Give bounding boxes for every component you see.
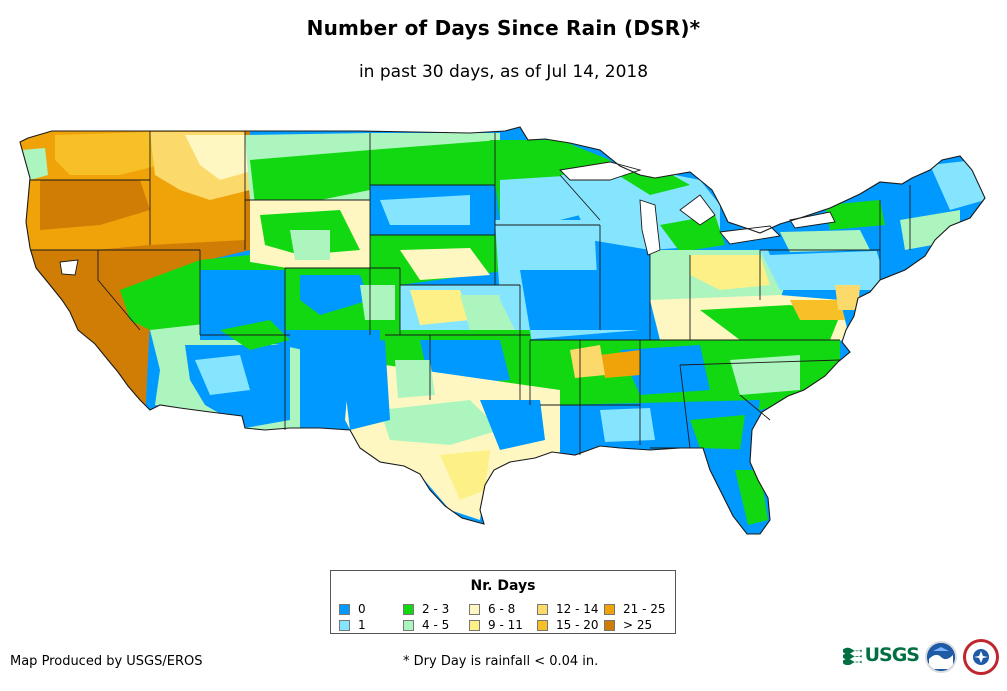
legend-swatch [403, 603, 414, 615]
legend-grid: 0 1 2 - 3 4 - 5 6 - 8 9 - 11 12 - 14 15 - 20 21 … [339, 601, 675, 633]
legend-label: 15 - 20 [556, 618, 599, 632]
legend-label: 2 - 3 [422, 602, 450, 616]
noaa-logo [925, 641, 957, 673]
legend-item: 6 - 8 [469, 601, 537, 617]
map-title: Number of Days Since Rain (DSR)* [306, 16, 701, 40]
usgs-wordmark: USGS [864, 644, 920, 666]
nws-logo [963, 639, 999, 675]
legend-swatch [339, 619, 350, 631]
legend-item: 1 [339, 617, 403, 633]
legend-title: Nr. Days [470, 578, 536, 594]
legend-label: 6 - 8 [488, 602, 516, 616]
noaa-emblem-icon [927, 643, 955, 671]
legend-item: 15 - 20 [537, 617, 604, 633]
legend-label: 4 - 5 [422, 618, 450, 632]
state-borders [30, 131, 911, 455]
great-lakes [59, 161, 836, 276]
legend-swatch [537, 603, 548, 615]
legend-label: 9 - 11 [488, 618, 523, 632]
legend-item: 12 - 14 [537, 601, 604, 617]
legend-label: 1 [358, 618, 366, 632]
legend-label: 12 - 14 [556, 602, 599, 616]
legend-item: 0 [339, 601, 403, 617]
map-credit: Map Produced by USGS/EROS [10, 654, 203, 669]
footnote: * Dry Day is rainfall < 0.04 in. [403, 654, 599, 669]
legend-label: 0 [358, 602, 366, 616]
legend-swatch [537, 619, 548, 631]
legend-item: > 25 [604, 617, 670, 633]
legend-swatch [339, 603, 350, 615]
legend-swatch [469, 619, 480, 631]
nws-emblem-icon [968, 644, 994, 670]
legend-label: 21 - 25 [623, 602, 666, 616]
legend-item: 9 - 11 [469, 617, 537, 633]
legend-item: 2 - 3 [403, 601, 469, 617]
legend-swatch [469, 603, 480, 615]
usgs-wave-icon [843, 645, 862, 665]
legend-label: > 25 [623, 618, 653, 632]
usgs-logo: USGS [843, 642, 920, 668]
legend-swatch [403, 619, 414, 631]
legend-item: 21 - 25 [604, 601, 670, 617]
map-subtitle: in past 30 days, as of Jul 14, 2018 [358, 62, 649, 82]
legend-swatch [604, 619, 615, 631]
legend-item: 4 - 5 [403, 617, 469, 633]
legend: Nr. Days 0 1 2 - 3 4 - 5 6 - 8 9 - 11 12 - 14 1… [330, 570, 676, 634]
legend-swatch [604, 603, 615, 615]
